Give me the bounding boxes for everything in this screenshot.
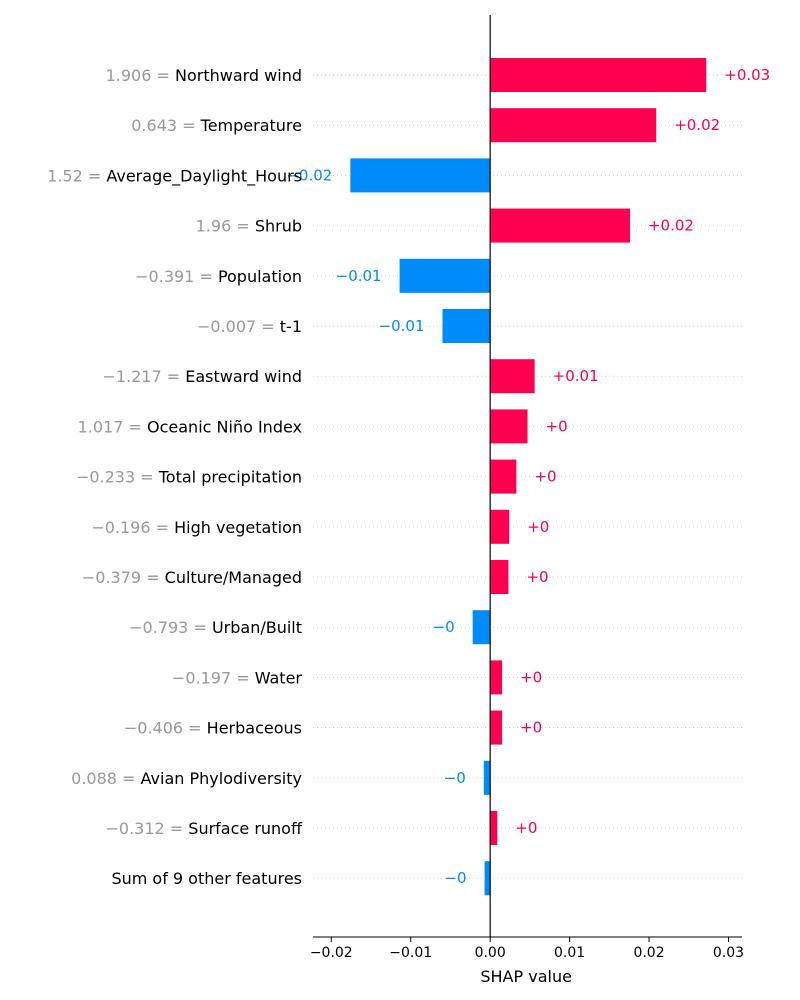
feature-label: −0.391 = Population (135, 267, 302, 286)
feature-name: Sum of 9 other features (111, 869, 302, 888)
bar-value-label: −0 (433, 618, 455, 636)
bar-value-label: +0 (546, 417, 568, 435)
feature-label: 0.643 = Temperature (131, 116, 302, 135)
feature-name: Avian Phylodiversity (141, 769, 302, 788)
bar-value-label: +0.02 (674, 116, 720, 134)
feature-value: −0.233 = (76, 468, 159, 487)
feature-name: High vegetation (174, 518, 302, 537)
feature-name: Urban/Built (212, 618, 302, 637)
bar-value-label: +0 (526, 568, 548, 586)
feature-name: Average_Daylight_Hours (106, 166, 302, 186)
shap-bar (490, 108, 657, 143)
feature-value: −0.379 = (82, 568, 165, 587)
feature-value: −0.197 = (172, 668, 255, 687)
shap-bar (490, 459, 517, 494)
shap-bar (490, 208, 630, 243)
feature-label: 1.52 = Average_Daylight_Hours (47, 166, 302, 186)
x-tick-label: 0.01 (554, 945, 585, 961)
feature-label: −0.406 = Herbaceous (124, 719, 302, 738)
bar-value-label: +0 (520, 668, 542, 686)
feature-value: −0.196 = (91, 518, 174, 537)
feature-label: −0.197 = Water (172, 668, 303, 687)
feature-label: 1.906 = Northward wind (106, 66, 302, 85)
feature-value: −1.217 = (102, 367, 185, 386)
bar-value-label: −0.02 (286, 166, 332, 184)
feature-value: −0.391 = (135, 267, 218, 286)
x-tick-label: −0.01 (389, 945, 432, 961)
feature-value: 0.643 = (131, 116, 200, 135)
feature-label: −0.233 = Total precipitation (76, 468, 302, 487)
feature-name: Shrub (255, 217, 302, 236)
shap-bar (490, 58, 707, 92)
feature-label: 1.017 = Oceanic Niño Index (78, 417, 302, 436)
feature-label: −0.312 = Surface runoff (105, 819, 302, 838)
bar-value-label: −0.01 (379, 317, 425, 335)
shap-bar (490, 660, 503, 695)
bar-value-label: +0 (515, 819, 537, 837)
shap-bar (490, 710, 503, 745)
feature-label: 0.088 = Avian Phylodiversity (71, 769, 302, 788)
bar-value-label: +0 (527, 518, 549, 536)
bar-value-label: −0 (444, 869, 466, 887)
x-axis-title: SHAP value (480, 967, 572, 986)
shap-bar (350, 158, 491, 193)
feature-label: −0.793 = Urban/Built (129, 618, 302, 637)
feature-name: Temperature (200, 116, 302, 135)
bar-value-label: +0.01 (553, 367, 599, 385)
shap-bar (490, 409, 528, 444)
feature-name: Culture/Managed (165, 568, 302, 587)
feature-label: −0.007 = t-1 (197, 317, 302, 336)
x-tick-label: 0.00 (475, 945, 506, 961)
shap-bar (442, 309, 491, 343)
feature-name: Northward wind (175, 66, 302, 85)
bar-value-label: −0.01 (336, 267, 382, 285)
bar-value-label: +0 (534, 468, 556, 486)
bar-value-label: −0 (444, 769, 466, 787)
shap-bar (399, 258, 491, 293)
feature-label: 1.96 = Shrub (196, 217, 302, 236)
feature-name: Population (218, 267, 302, 286)
feature-name: t-1 (280, 317, 302, 336)
feature-value: −0.312 = (105, 819, 188, 838)
feature-value: −0.406 = (124, 719, 207, 738)
feature-value: 1.96 = (196, 217, 255, 236)
shap-bar (484, 861, 491, 896)
feature-name: Total precipitation (158, 468, 302, 487)
feature-name: Oceanic Niño Index (147, 417, 302, 436)
shap-bar (490, 509, 510, 544)
bar-value-label: +0 (520, 719, 542, 737)
shap-bar (490, 560, 509, 594)
feature-value: 1.017 = (78, 417, 147, 436)
feature-value: −0.793 = (129, 618, 212, 637)
x-tick-label: 0.02 (633, 945, 664, 961)
x-tick-label: −0.02 (310, 945, 353, 961)
feature-label: Sum of 9 other features (111, 869, 302, 888)
shap-bar (490, 811, 498, 845)
feature-name: Herbaceous (207, 719, 302, 738)
bar-value-label: +0.02 (648, 217, 694, 235)
feature-label: −1.217 = Eastward wind (102, 367, 302, 386)
shap-bar (472, 610, 491, 645)
feature-value: 0.088 = (71, 769, 140, 788)
shap-bar (483, 760, 491, 795)
feature-value: 1.906 = (106, 66, 175, 85)
feature-value: 1.52 = (47, 166, 106, 185)
x-tick-label: 0.03 (713, 945, 744, 961)
feature-name: Eastward wind (185, 367, 302, 386)
feature-label: −0.196 = High vegetation (91, 518, 302, 537)
feature-value: −0.007 = (197, 317, 280, 336)
feature-label: −0.379 = Culture/Managed (82, 568, 302, 587)
bar-value-label: +0.03 (724, 66, 770, 84)
shap-bar (490, 359, 535, 394)
feature-name: Surface runoff (188, 819, 303, 838)
feature-name: Water (255, 668, 303, 687)
